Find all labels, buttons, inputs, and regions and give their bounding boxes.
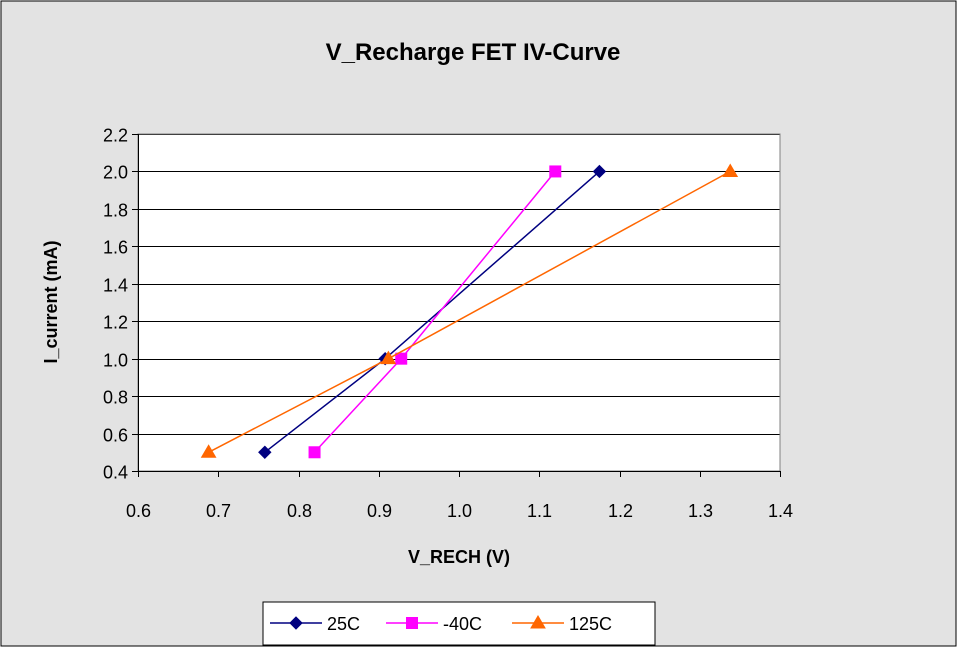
data-point-25c-2 <box>592 164 607 179</box>
x-tick-label-2: 0.8 <box>287 501 312 521</box>
x-tick-label-5: 1.1 <box>527 501 552 521</box>
data-point-125c-1 <box>380 350 397 365</box>
data-point-125c-0 <box>200 444 217 458</box>
legend-label-25c: 25C <box>327 614 360 634</box>
y-tick-label-9: 2.2 <box>103 126 128 146</box>
y-tick-label-8: 2.0 <box>103 163 128 183</box>
x-tick-label-4: 1.0 <box>447 501 472 521</box>
x-tick-label-0: 0.6 <box>126 501 151 521</box>
legend-entry-125c: 125C <box>512 614 612 634</box>
x-tick-label-7: 1.3 <box>688 501 713 521</box>
y-tick-label-6: 1.6 <box>103 238 128 258</box>
chart-title: V_Recharge FET IV-Curve <box>326 39 621 66</box>
series-40c <box>308 165 562 459</box>
y-axis-tick-labels: 0.4 0.6 0.8 1.0 1.2 1.4 1.6 1.8 2.0 2.2 <box>103 126 128 483</box>
x-tick-label-6: 1.2 <box>608 501 633 521</box>
legend-entry-40c: -40C <box>386 614 482 634</box>
y-tick-label-3: 1.0 <box>103 351 128 371</box>
x-axis-tick-labels: 0.6 0.7 0.8 0.9 1.0 1.1 1.2 1.3 1.4 <box>126 501 793 521</box>
series-layer <box>200 163 739 459</box>
legend-marker-25c <box>289 616 303 630</box>
y-tick-label-7: 1.8 <box>103 201 128 221</box>
legend-marker-40c <box>406 617 418 629</box>
plot-area-background <box>138 134 780 471</box>
series-125c <box>200 163 739 458</box>
y-axis-title: I_current (mA) <box>41 240 61 363</box>
legend-marker-125c <box>530 615 546 629</box>
x-tick-label-1: 0.7 <box>206 501 231 521</box>
y-tick-label-5: 1.4 <box>103 276 128 296</box>
y-tick-label-1: 0.6 <box>103 426 128 446</box>
x-tick-label-3: 0.9 <box>367 501 392 521</box>
y-tick-label-2: 0.8 <box>103 388 128 408</box>
data-point-40c-1 <box>395 352 408 365</box>
legend-label-40c: -40C <box>443 614 482 634</box>
data-point-25c-0 <box>258 445 272 459</box>
legend: 25C -40C 125C <box>262 601 656 646</box>
legend-box <box>262 601 656 646</box>
data-point-125c-2 <box>722 163 739 177</box>
x-tick-label-8: 1.4 <box>768 501 793 521</box>
data-point-40c-0 <box>308 446 321 459</box>
legend-entry-25c: 25C <box>270 614 360 634</box>
x-axis-title: V_RECH (V) <box>408 547 510 567</box>
axes <box>132 134 781 477</box>
data-point-40c-2 <box>549 165 562 178</box>
y-tick-label-0: 0.4 <box>103 463 128 483</box>
legend-label-125c: 125C <box>569 614 612 634</box>
y-tick-label-4: 1.2 <box>103 313 128 333</box>
